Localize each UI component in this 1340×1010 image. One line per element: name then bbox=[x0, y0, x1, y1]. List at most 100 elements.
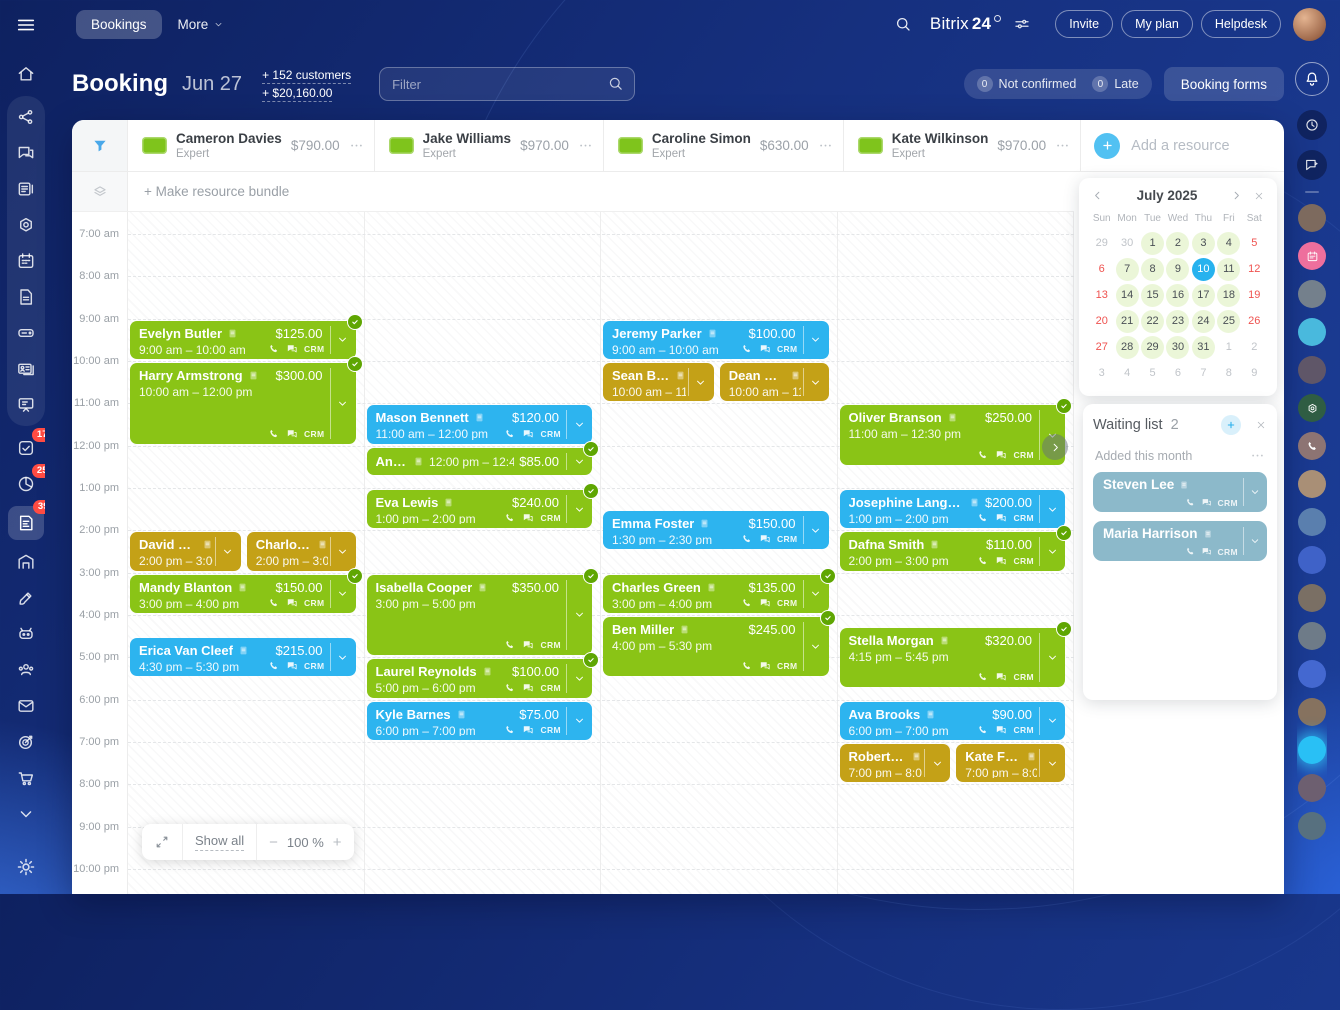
contact-avatar[interactable] bbox=[1298, 432, 1326, 460]
helpdesk-button[interactable]: Helpdesk bbox=[1200, 10, 1281, 38]
calendar-day[interactable]: 1 bbox=[1141, 231, 1165, 255]
more-menu[interactable]: More bbox=[178, 17, 225, 32]
calendar-day[interactable]: 9 bbox=[1166, 257, 1190, 281]
sidebar-item-collaboration[interactable] bbox=[9, 103, 43, 131]
calendar-day[interactable]: 29 bbox=[1095, 237, 1108, 249]
calendar-day[interactable]: 22 bbox=[1141, 309, 1165, 333]
recent-history-icon[interactable] bbox=[1297, 110, 1327, 140]
scroll-right-button[interactable] bbox=[1042, 434, 1068, 460]
late-filter[interactable]: 0 Late bbox=[1092, 76, 1139, 92]
sidebar-item-marketing[interactable] bbox=[9, 728, 43, 756]
event-expand-button[interactable] bbox=[1039, 702, 1065, 740]
sidebar-item-drive[interactable] bbox=[9, 319, 43, 347]
booking-event[interactable]: Sean Baker10:00 am – 11:00 bbox=[603, 362, 714, 402]
chat-icon[interactable] bbox=[759, 597, 771, 609]
calendar-day[interactable]: 12 bbox=[1248, 263, 1261, 275]
expand-button[interactable] bbox=[142, 824, 182, 860]
sidebar-item-e-sign[interactable] bbox=[9, 584, 43, 612]
not-confirmed-filter[interactable]: 0 Not confirmed bbox=[976, 76, 1076, 92]
booking-event[interactable]: Emma Foster $150.00 1:30 pm – 2:30 pm CRM bbox=[603, 511, 829, 550]
contact-avatar[interactable] bbox=[1298, 394, 1326, 422]
chat-icon[interactable] bbox=[522, 512, 534, 524]
calendar-day[interactable]: 29 bbox=[1141, 335, 1165, 359]
search-icon[interactable] bbox=[894, 15, 912, 33]
chat-icon[interactable] bbox=[995, 724, 1007, 736]
event-expand-button[interactable] bbox=[802, 321, 829, 359]
resource-header[interactable]: Cameron Davies Expert $790.00 bbox=[128, 120, 375, 171]
bookings-tab[interactable]: Bookings bbox=[76, 9, 162, 39]
event-expand-button[interactable] bbox=[566, 702, 592, 740]
sidebar-item-warehouse[interactable] bbox=[9, 548, 43, 576]
booking-event[interactable]: Oliver Branson $250.00 11:00 am – 12:30 pm… bbox=[839, 398, 1072, 465]
calendar-day[interactable]: 16 bbox=[1166, 283, 1190, 307]
contact-avatar[interactable] bbox=[1298, 318, 1326, 346]
calendar-day[interactable]: 1 bbox=[1225, 341, 1232, 353]
event-expand-button[interactable] bbox=[802, 617, 829, 676]
chat-icon[interactable] bbox=[522, 724, 534, 736]
zoom-out-button[interactable]: − bbox=[269, 833, 278, 851]
sidebar-item-calendar[interactable] bbox=[9, 247, 43, 275]
booking-event[interactable]: Eva Lewis $240.00 1:00 pm – 2:00 pm CRM bbox=[366, 482, 599, 529]
layers-icon[interactable] bbox=[72, 172, 128, 211]
calendar-day[interactable]: 30 bbox=[1166, 335, 1190, 359]
event-expand-button[interactable] bbox=[802, 511, 829, 549]
calendar-day[interactable]: 27 bbox=[1095, 341, 1108, 353]
event-expand-button[interactable] bbox=[566, 575, 592, 656]
chat-icon[interactable] bbox=[995, 555, 1007, 567]
chat-icon[interactable] bbox=[1201, 497, 1212, 508]
phone-icon[interactable] bbox=[741, 660, 753, 672]
sidebar-item-more[interactable] bbox=[9, 800, 43, 828]
user-avatar[interactable] bbox=[1293, 7, 1326, 41]
calendar-day[interactable]: 2 bbox=[1166, 231, 1190, 255]
chat-icon[interactable] bbox=[286, 343, 298, 355]
chat-icon[interactable] bbox=[286, 597, 298, 609]
notifications-bell-icon[interactable] bbox=[1295, 62, 1329, 96]
chat-icon[interactable] bbox=[995, 449, 1007, 461]
event-expand-button[interactable] bbox=[329, 532, 356, 570]
waiting-list-add-button[interactable] bbox=[1221, 415, 1241, 435]
contact-avatar[interactable] bbox=[1298, 204, 1326, 232]
booking-event[interactable]: Stella Morgan $320.00 4:15 pm – 5:45 pm CRM bbox=[839, 620, 1072, 688]
booking-event[interactable]: Erica Van Cleef $215.00 4:30 pm – 5:30 pm C… bbox=[130, 638, 356, 677]
calendar-day[interactable]: 4 bbox=[1217, 231, 1241, 255]
event-expand-button[interactable] bbox=[214, 532, 241, 570]
sidebar-item-mail[interactable] bbox=[9, 692, 43, 720]
calendar-day[interactable]: 6 bbox=[1174, 367, 1182, 379]
contact-avatar[interactable] bbox=[1298, 774, 1326, 802]
phone-icon[interactable] bbox=[504, 639, 516, 651]
phone-icon[interactable] bbox=[977, 724, 989, 736]
contact-avatar[interactable] bbox=[1298, 508, 1326, 536]
booking-event[interactable]: Mason Bennett $120.00 11:00 am – 12:00 pm C… bbox=[366, 405, 592, 444]
calendar-day[interactable]: 31 bbox=[1191, 335, 1215, 359]
event-expand-button[interactable] bbox=[1039, 532, 1065, 570]
contact-avatar[interactable] bbox=[1298, 584, 1326, 612]
calendar-day[interactable]: 7 bbox=[1115, 257, 1139, 281]
chat-icon[interactable] bbox=[759, 343, 771, 355]
chat-icon[interactable] bbox=[522, 639, 534, 651]
event-expand-button[interactable] bbox=[329, 575, 356, 613]
phone-icon[interactable] bbox=[977, 555, 989, 567]
booking-event[interactable]: Ben Miller $245.00 4:00 pm – 5:30 pm CRM bbox=[603, 609, 836, 677]
booking-event[interactable]: Jeremy Parker $100.00 9:00 am – 10:00 am CR… bbox=[603, 320, 829, 359]
calendar-day[interactable]: 5 bbox=[1149, 367, 1156, 379]
event-expand-button[interactable] bbox=[802, 575, 829, 613]
event-expand-button[interactable] bbox=[566, 448, 592, 476]
resource-column[interactable]: Oliver Branson $250.00 11:00 am – 12:30 pm… bbox=[837, 212, 1074, 894]
sidebar-item-contact-center[interactable] bbox=[9, 355, 43, 383]
calendar-day[interactable]: 17 bbox=[1191, 283, 1215, 307]
chat-icon[interactable] bbox=[995, 671, 1007, 683]
sidebar-item-messenger[interactable] bbox=[9, 139, 43, 167]
calendar-day[interactable]: 14 bbox=[1115, 283, 1139, 307]
booking-event[interactable]: Josephine Langford $200.00 1:00 pm – 2:00 … bbox=[839, 489, 1065, 529]
booking-event[interactable]: Kate Faxon7:00 pm – 8:00 p bbox=[956, 743, 1065, 783]
contact-avatar[interactable] bbox=[1298, 698, 1326, 726]
filter-funnel-icon[interactable] bbox=[72, 120, 128, 171]
sidebar-item-automation[interactable] bbox=[9, 211, 43, 239]
resource-header[interactable]: Kate Wilkinson Expert $970.00 bbox=[844, 120, 1082, 171]
filter-input[interactable] bbox=[379, 67, 636, 101]
event-expand-button[interactable] bbox=[1039, 490, 1065, 528]
settings-gear-icon[interactable] bbox=[15, 856, 37, 878]
phone-icon[interactable] bbox=[504, 724, 516, 736]
chats-icon[interactable] bbox=[1297, 150, 1327, 180]
ellipsis-icon[interactable] bbox=[1250, 448, 1265, 463]
